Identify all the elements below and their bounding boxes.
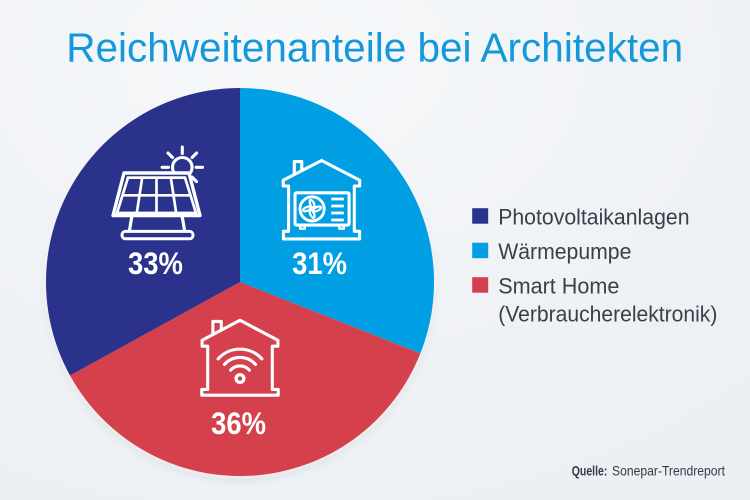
svg-text:Sonepar-Trendreport: Sonepar-Trendreport [612,463,725,479]
svg-text:(Verbraucherelektronik): (Verbraucherelektronik) [498,302,717,326]
svg-text:Quelle:: Quelle: [572,463,608,479]
svg-text:36%: 36% [211,406,266,441]
svg-text:Wärmepumpe: Wärmepumpe [498,240,631,264]
svg-text:33%: 33% [128,246,183,281]
svg-text:31%: 31% [292,246,347,281]
svg-text:Smart Home: Smart Home [498,273,619,298]
svg-text:Reichweitenanteile bei Archite: Reichweitenanteile bei Architekten [66,24,683,70]
svg-text:Photovoltaikanlagen: Photovoltaikanlagen [498,205,689,229]
